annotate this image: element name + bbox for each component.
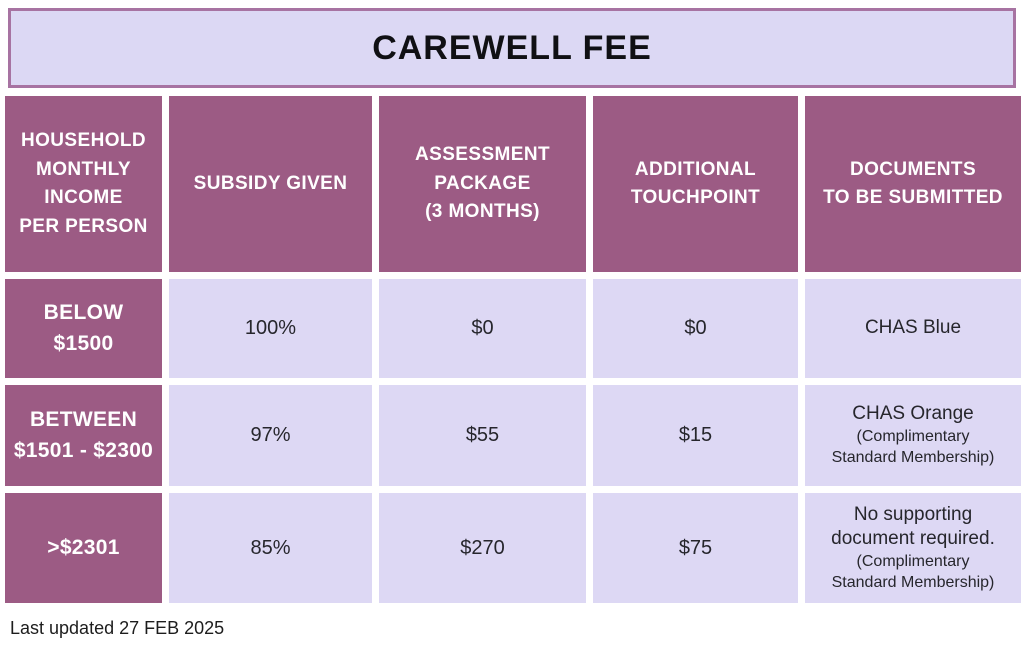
last-updated-note: Last updated 27 FEB 2025: [10, 618, 225, 638]
column-header-documents: DOCUMENTS TO BE SUBMITTED: [805, 96, 1021, 272]
column-header-household-income: HOUSEHOLD MONTHLY INCOME PER PERSON: [5, 96, 162, 272]
cell-assessment-row1: $0: [379, 279, 586, 378]
cell-subsidy-row3: 85%: [169, 493, 372, 603]
cell-assessment-row2: $55: [379, 385, 586, 486]
cell-documents-row2: CHAS Orange (Complimentary Standard Memb…: [805, 385, 1021, 486]
cell-assessment-row3: $270: [379, 493, 586, 603]
page-title: CAREWELL FEE: [372, 28, 652, 67]
documents-main-row3: No supporting document required.: [831, 503, 995, 550]
fee-table: HOUSEHOLD MONTHLY INCOME PER PERSON SUBS…: [5, 96, 1021, 603]
row-header-below-1500: BELOW $1500: [5, 279, 162, 378]
cell-touchpoint-row2: $15: [593, 385, 798, 486]
documents-note-row3: (Complimentary Standard Membership): [831, 552, 995, 591]
column-header-assessment-package: ASSESSMENT PACKAGE (3 MONTHS): [379, 96, 586, 272]
row-header-above-2301: >$2301: [5, 493, 162, 603]
row-header-between-1501-2300: BETWEEN $1501 - $2300: [5, 385, 162, 486]
cell-subsidy-row2: 97%: [169, 385, 372, 486]
title-banner: CAREWELL FEE: [8, 8, 1016, 88]
documents-main-row1: CHAS Blue: [864, 317, 962, 339]
cell-touchpoint-row1: $0: [593, 279, 798, 378]
documents-note-row2: (Complimentary Standard Membership): [831, 428, 995, 466]
documents-main-row2: CHAS Orange: [852, 403, 974, 425]
column-header-additional-touchpoint: ADDITIONAL TOUCHPOINT: [593, 96, 798, 272]
cell-documents-row1: CHAS Blue: [805, 279, 1021, 378]
column-header-subsidy-given: SUBSIDY GIVEN: [169, 96, 372, 272]
cell-subsidy-row1: 100%: [169, 279, 372, 378]
cell-touchpoint-row3: $75: [593, 493, 798, 603]
cell-documents-row3: No supporting document required. (Compli…: [805, 493, 1021, 603]
